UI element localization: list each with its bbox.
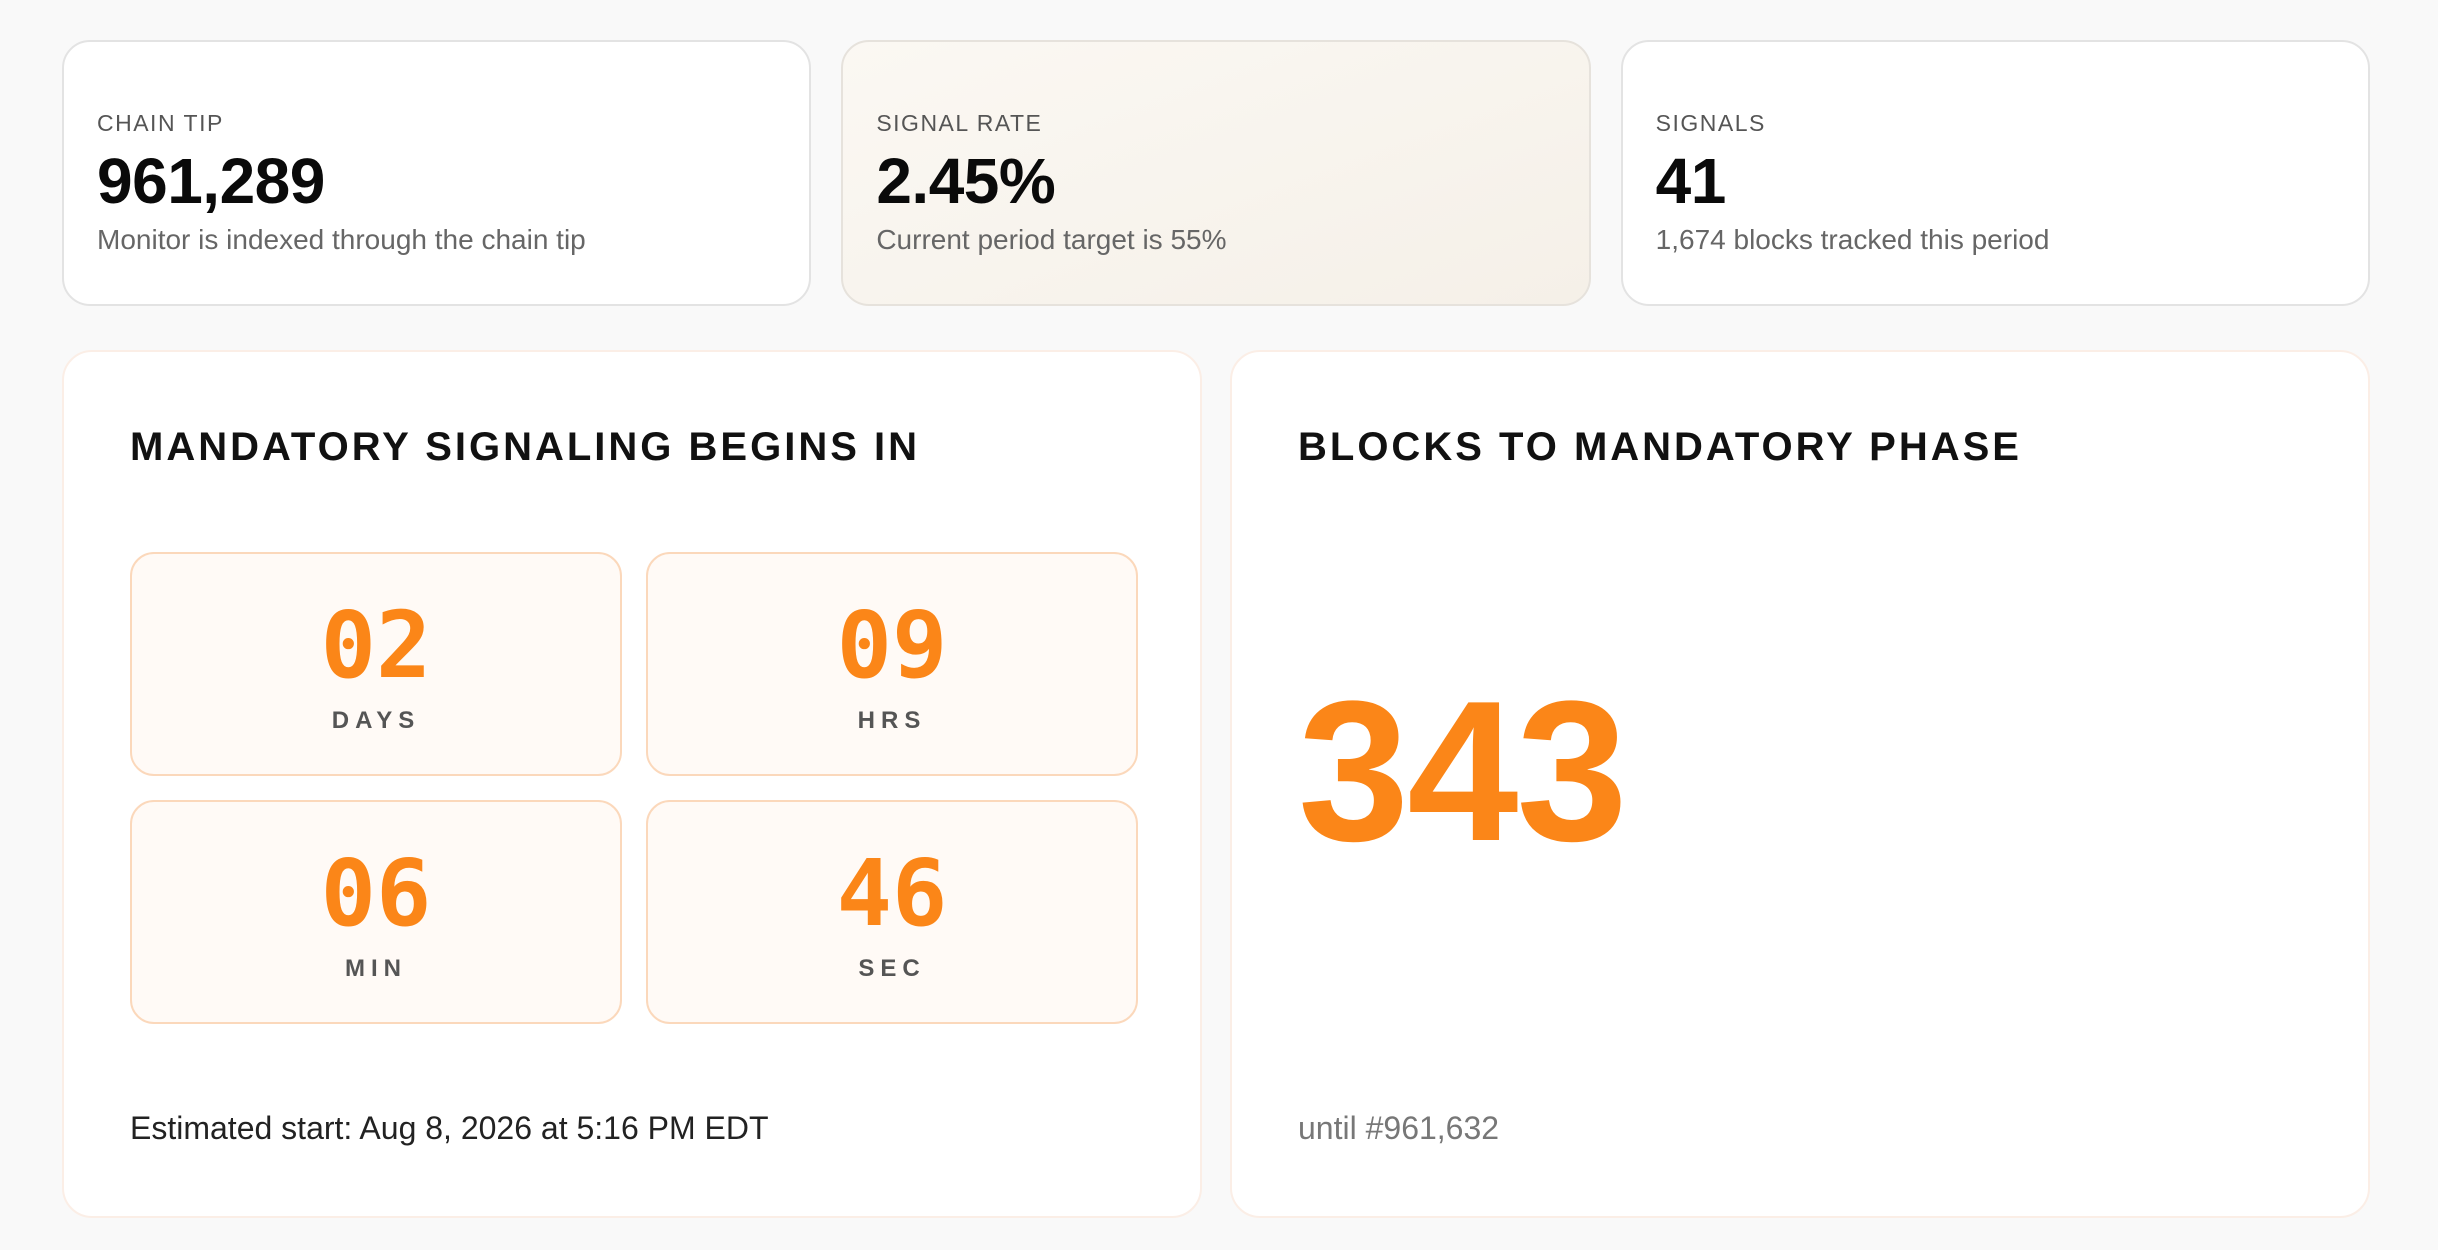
signal-rate-value: 2.45% (876, 145, 1056, 217)
signals-card: SIGNALS 41 1,674 blocks tracked this per… (1620, 40, 2370, 306)
countdown-hours: 09 HRS (646, 552, 1138, 776)
stats-row: CHAIN TIP 961,289 Monitor is indexed thr… (62, 40, 2370, 306)
countdown-minutes-label: MIN (345, 955, 407, 982)
countdown-panel: MANDATORY SIGNALING BEGINS IN 02 DAYS 09… (62, 350, 1202, 1218)
signals-description: 1,674 blocks tracked this period (1655, 224, 2050, 255)
blocks-title: BLOCKS TO MANDATORY PHASE (1298, 425, 2022, 469)
target-block: until #961,632 (1298, 1110, 1500, 1146)
countdown-hours-value: 09 (836, 592, 948, 699)
countdown-minutes: 06 MIN (130, 800, 622, 1024)
blocks-remaining-value: 343 (1298, 660, 1628, 883)
countdown-title: MANDATORY SIGNALING BEGINS IN (130, 425, 921, 469)
chain-tip-card: CHAIN TIP 961,289 Monitor is indexed thr… (62, 40, 812, 306)
countdown-days: 02 DAYS (130, 552, 622, 776)
countdown-days-value: 02 (320, 592, 432, 699)
signal-rate-label: SIGNAL RATE (876, 110, 1043, 136)
chain-tip-label: CHAIN TIP (97, 110, 224, 136)
signal-rate-card: SIGNAL RATE 2.45% Current period target … (841, 40, 1591, 306)
countdown-grid: 02 DAYS 09 HRS 06 MIN 46 SEC (130, 552, 1138, 1024)
countdown-hours-label: HRS (857, 707, 927, 734)
countdown-minutes-value: 06 (320, 840, 432, 947)
countdown-seconds-label: SEC (858, 955, 926, 982)
chain-tip-value: 961,289 (97, 145, 325, 217)
blocks-panel: BLOCKS TO MANDATORY PHASE 343 until #961… (1230, 350, 2370, 1218)
estimated-start: Estimated start: Aug 8, 2026 at 5:16 PM … (130, 1110, 769, 1146)
countdown-days-label: DAYS (331, 707, 421, 734)
signals-label: SIGNALS (1655, 110, 1766, 136)
chain-tip-description: Monitor is indexed through the chain tip (97, 224, 586, 255)
signal-rate-description: Current period target is 55% (876, 224, 1227, 255)
countdown-seconds-value: 46 (836, 840, 948, 947)
countdown-seconds: 46 SEC (646, 800, 1138, 1024)
signals-value: 41 (1655, 145, 1727, 217)
